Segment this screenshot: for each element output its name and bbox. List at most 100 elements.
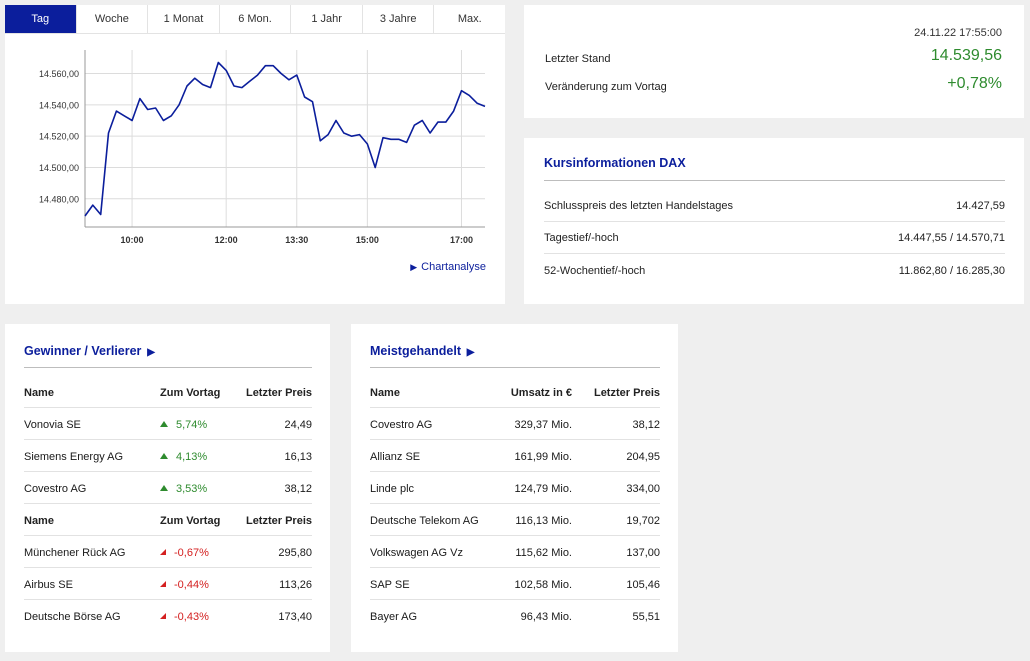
x-tick-label: 15:00: [356, 235, 379, 245]
stock-name: Bayer AG: [370, 611, 418, 623]
gainers-losers-title: Gewinner / Verlierer: [24, 344, 142, 358]
chartanalyse-link[interactable]: ▶ Chartanalyse: [410, 261, 486, 273]
col-header-name: Name: [24, 387, 54, 399]
table-row[interactable]: Volkswagen AG Vz 115,62 Mio. 137,00: [370, 536, 660, 568]
info-value: 14.447,55 / 14.570,71: [897, 232, 1005, 244]
arrow-up-icon: [160, 485, 168, 491]
tab-3-jahre[interactable]: 3 Jahre: [361, 5, 434, 33]
last-price-label: Letzter Stand: [545, 53, 611, 65]
change-value: +0,78%: [947, 75, 1002, 92]
change-value: 4,13%: [176, 451, 208, 463]
stock-name: Linde plc: [370, 483, 415, 495]
col-header-name: Name: [370, 387, 400, 399]
y-tick-label: 14.500,00: [39, 163, 79, 173]
tab-woche[interactable]: Woche: [75, 5, 148, 33]
table-row[interactable]: Bayer AG 96,43 Mio. 55,51: [370, 600, 660, 632]
table-header-row: Name Zum Vortag Letzter Preis: [24, 504, 312, 536]
most-traded-title-link[interactable]: Meistgehandelt ▶: [370, 344, 474, 358]
play-triangle-icon: ▶: [410, 262, 418, 272]
arrow-up-icon: [160, 453, 168, 459]
arrow-down-icon: [160, 613, 166, 619]
y-tick-label: 14.540,00: [39, 100, 79, 110]
x-tick-label: 12:00: [215, 235, 238, 245]
tab-6-monate[interactable]: 6 Mon.: [218, 5, 291, 33]
change-value: 5,74%: [176, 419, 208, 431]
tab-tag[interactable]: Tag: [5, 5, 76, 33]
quote-timestamp: 24.11.22 17:55:00: [914, 27, 1002, 39]
info-value: 11.862,80 / 16.285,30: [898, 265, 1005, 277]
change-cell: -0,44%: [160, 579, 209, 591]
change-value: -0,67%: [174, 547, 209, 559]
price-value: 334,00: [626, 483, 660, 495]
col-header-change: Zum Vortag: [160, 387, 221, 399]
arrow-down-icon: [160, 581, 166, 587]
y-tick-label: 14.560,00: [39, 69, 79, 79]
info-label: 52-Wochentief/-hoch: [544, 265, 646, 277]
tab-1-monat[interactable]: 1 Monat: [147, 5, 219, 33]
info-label: Schlusspreis des letzten Handelstages: [544, 200, 733, 212]
table-row[interactable]: Allianz SE 161,99 Mio. 204,95: [370, 440, 660, 472]
stock-name: Allianz SE: [370, 451, 421, 463]
table-row[interactable]: Linde plc 124,79 Mio. 334,00: [370, 472, 660, 504]
col-header-change: Zum Vortag: [160, 515, 221, 527]
price-value: 204,95: [626, 451, 660, 463]
info-row-52w-range: 52-Wochentief/-hoch 11.862,80 / 16.285,3…: [544, 254, 1005, 286]
info-value: 14.427,59: [956, 200, 1005, 212]
stock-name: Covestro AG: [24, 483, 87, 495]
table-row[interactable]: Deutsche Börse AG -0,43% 173,40: [24, 600, 312, 632]
x-tick-label: 17:00: [450, 235, 473, 245]
price-value: 295,80: [278, 547, 312, 559]
last-price-row: Letzter Stand 14.539,56: [545, 47, 1002, 71]
change-cell: 5,74%: [160, 419, 207, 431]
stock-name: SAP SE: [370, 579, 410, 591]
table-row[interactable]: Covestro AG 3,53% 38,12: [24, 472, 312, 504]
table-row[interactable]: Covestro AG 329,37 Mio. 38,12: [370, 408, 660, 440]
last-price-value: 14.539,56: [930, 47, 1002, 64]
gainers-losers-panel: Gewinner / Verlierer ▶ Name Zum Vortag L…: [5, 324, 330, 652]
stock-name: Deutsche Telekom AG: [370, 515, 479, 527]
stock-name: Münchener Rück AG: [24, 547, 126, 559]
table-row[interactable]: Vonovia SE 5,74% 24,49: [24, 408, 312, 440]
gainers-losers-title-link[interactable]: Gewinner / Verlierer ▶: [24, 344, 155, 358]
volume-value: 96,43 Mio.: [520, 611, 572, 623]
play-triangle-icon: ▶: [464, 347, 475, 358]
volume-value: 115,62 Mio.: [515, 547, 572, 559]
table-row[interactable]: SAP SE 102,58 Mio. 105,46: [370, 568, 660, 600]
arrow-up-icon: [160, 421, 168, 427]
table-row[interactable]: Münchener Rück AG -0,67% 295,80: [24, 536, 312, 568]
info-row-close: Schlusspreis des letzten Handelstages 14…: [544, 189, 1005, 222]
table-row[interactable]: Airbus SE -0,44% 113,26: [24, 568, 312, 600]
volume-value: 102,58 Mio.: [514, 579, 572, 591]
tab-max[interactable]: Max.: [433, 5, 505, 33]
table-row[interactable]: Deutsche Telekom AG 116,13 Mio. 19,702: [370, 504, 660, 536]
change-cell: 4,13%: [160, 451, 207, 463]
price-value: 38,12: [632, 419, 660, 431]
table-row[interactable]: Siemens Energy AG 4,13% 16,13: [24, 440, 312, 472]
arrow-down-icon: [160, 549, 166, 555]
chartanalyse-label: Chartanalyse: [421, 261, 486, 273]
x-tick-label: 10:00: [121, 235, 144, 245]
change-value: -0,43%: [174, 611, 209, 623]
price-value: 16,13: [284, 451, 312, 463]
price-value: 173,40: [278, 611, 312, 623]
volume-value: 329,37 Mio.: [514, 419, 572, 431]
divider: [370, 367, 660, 368]
change-cell: -0,43%: [160, 611, 209, 623]
info-label: Tagestief/-hoch: [544, 232, 619, 244]
quote-panel: 24.11.22 17:55:00 Letzter Stand 14.539,5…: [524, 5, 1024, 118]
y-tick-label: 14.520,00: [39, 132, 79, 142]
stock-name: Volkswagen AG Vz: [370, 547, 463, 559]
stock-name: Deutsche Börse AG: [24, 611, 121, 623]
intraday-line-chart: 14.480,00 14.500,00 14.520,00 14.540,00 14.5…: [39, 50, 486, 245]
col-header-name: Name: [24, 515, 54, 527]
tab-1-jahr[interactable]: 1 Jahr: [290, 5, 362, 33]
stock-name: Covestro AG: [370, 419, 433, 431]
price-info-panel: Kursinformationen DAX Schlusspreis des l…: [524, 138, 1024, 304]
change-label: Veränderung zum Vortag: [545, 81, 667, 93]
change-value: 3,53%: [176, 483, 208, 495]
change-cell: -0,67%: [160, 547, 209, 559]
stock-name: Vonovia SE: [24, 419, 81, 431]
play-triangle-icon: ▶: [144, 347, 155, 358]
volume-value: 124,79 Mio.: [514, 483, 572, 495]
stock-name: Airbus SE: [24, 579, 73, 591]
